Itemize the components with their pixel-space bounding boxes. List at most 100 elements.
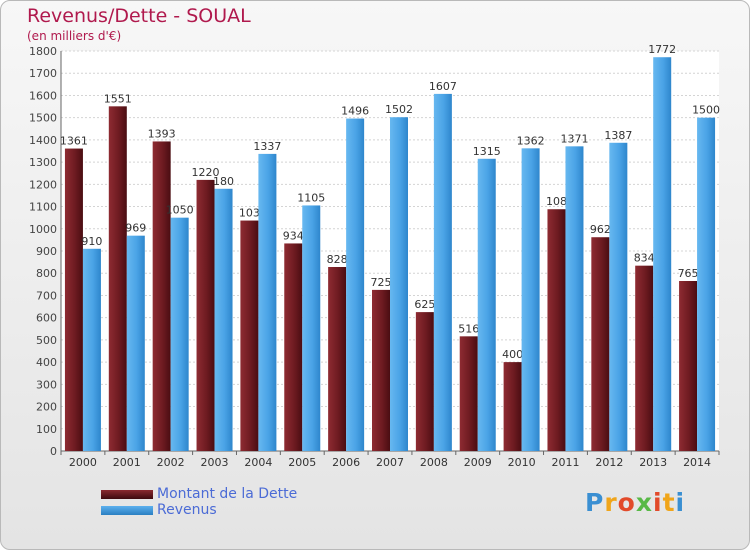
bar-dette — [503, 362, 522, 451]
y-tick-label: 1600 — [29, 89, 57, 102]
bar-revenus — [521, 148, 540, 452]
x-tick-label: 2006 — [332, 456, 360, 469]
data-label-dette: 400 — [502, 348, 523, 361]
bar-dette — [284, 243, 303, 451]
x-tick-label: 2009 — [464, 456, 492, 469]
bar-dette — [635, 265, 654, 451]
bar-revenus — [697, 117, 716, 452]
x-tick-label: 2011 — [551, 456, 579, 469]
bar-revenus — [126, 235, 145, 451]
bar-revenus — [214, 188, 233, 451]
data-label-dette: 625 — [414, 298, 435, 311]
x-tick-label: 2004 — [244, 456, 272, 469]
bar-revenus — [565, 146, 584, 452]
data-label-revenus: 1050 — [166, 204, 194, 217]
y-tick-label: 800 — [36, 267, 57, 280]
data-label-revenus: 1362 — [517, 134, 545, 147]
data-label-revenus: 1607 — [429, 80, 457, 93]
data-label-revenus: 1496 — [341, 105, 369, 118]
data-label-dette: 1361 — [60, 135, 88, 148]
x-tick-label: 2001 — [113, 456, 141, 469]
y-tick-label: 200 — [36, 401, 57, 414]
bar-dette — [591, 237, 610, 451]
x-tick-label: 2012 — [595, 456, 623, 469]
bar-revenus — [477, 158, 496, 451]
y-tick-label: 1800 — [29, 45, 57, 58]
bar-revenus — [433, 93, 452, 451]
data-label-dette: 725 — [371, 276, 392, 289]
bar-dette — [547, 209, 566, 451]
proxiti-logo: Proxiti — [585, 488, 686, 517]
y-tick-label: 1700 — [29, 67, 57, 80]
chart-subtitle: (en milliers d'€) — [27, 29, 122, 43]
y-tick-label: 100 — [36, 423, 57, 436]
y-tick-label: 300 — [36, 378, 57, 391]
data-label-revenus: 910 — [81, 235, 102, 248]
data-label-dette: 765 — [678, 267, 699, 280]
bar-dette — [328, 267, 347, 451]
bar-revenus — [609, 142, 628, 451]
y-tick-label: 700 — [36, 289, 57, 302]
data-label-revenus: 969 — [125, 222, 146, 235]
y-tick-label: 1300 — [29, 156, 57, 169]
bar-dette — [108, 106, 127, 451]
bar-dette — [372, 289, 390, 451]
data-label-revenus: 1371 — [560, 132, 588, 145]
data-label-revenus: 1387 — [604, 129, 632, 142]
data-label-revenus: 1502 — [385, 103, 413, 116]
bar-dette — [240, 220, 259, 451]
bar-dette — [415, 312, 434, 451]
data-label-revenus: 1105 — [297, 191, 325, 204]
chart-title: Revenus/Dette - SOUAL — [27, 5, 251, 27]
data-label-revenus: 1315 — [473, 145, 501, 158]
y-tick-label: 600 — [36, 312, 57, 325]
y-tick-label: 1400 — [29, 134, 57, 147]
y-tick-label: 1500 — [29, 112, 57, 125]
x-tick-label: 2007 — [376, 456, 404, 469]
data-label-dette: 834 — [634, 252, 655, 265]
x-tick-label: 2013 — [639, 456, 667, 469]
y-tick-label: 1200 — [29, 178, 57, 191]
data-label-dette: 1393 — [148, 127, 176, 140]
data-label-dette: 108 — [546, 195, 567, 208]
x-tick-label: 2008 — [420, 456, 448, 469]
data-label-dette: 1551 — [104, 92, 132, 105]
y-tick-label: 1000 — [29, 223, 57, 236]
y-tick-label: 0 — [50, 445, 57, 458]
data-label-revenus: 1500 — [692, 104, 720, 117]
bar-revenus — [653, 57, 672, 451]
x-tick-label: 2002 — [157, 456, 185, 469]
bar-revenus — [258, 153, 277, 451]
x-tick-label: 2010 — [508, 456, 536, 469]
legend-label-revenus: Revenus — [157, 502, 217, 518]
bar-dette — [196, 179, 215, 451]
bar-revenus — [346, 118, 365, 452]
x-tick-label: 2005 — [288, 456, 316, 469]
x-tick-label: 2000 — [69, 456, 97, 469]
legend-swatch-revenus — [101, 506, 153, 515]
x-tick-label: 2014 — [683, 456, 711, 469]
data-label-revenus: 180 — [213, 175, 234, 188]
data-label-revenus: 1337 — [253, 140, 281, 153]
bar-dette — [679, 281, 698, 451]
x-tick-label: 2003 — [201, 456, 229, 469]
data-label-dette: 828 — [327, 253, 348, 266]
y-tick-label: 900 — [36, 245, 57, 258]
data-label-dette: 934 — [283, 229, 304, 242]
data-label-dette: 516 — [458, 322, 479, 335]
legend-swatch-dette — [101, 490, 153, 499]
bar-dette — [459, 336, 478, 451]
bar-revenus — [302, 205, 321, 451]
legend-label-dette: Montant de la Dette — [157, 486, 298, 502]
data-label-dette: 962 — [590, 223, 611, 236]
y-tick-label: 400 — [36, 356, 57, 369]
bar-dette — [152, 141, 171, 451]
data-label-dette: 1220 — [192, 166, 220, 179]
y-tick-label: 500 — [36, 334, 57, 347]
bar-revenus — [82, 248, 101, 451]
y-tick-label: 1100 — [29, 201, 57, 214]
data-label-revenus: 1772 — [648, 43, 676, 56]
data-label-dette: 103 — [239, 207, 260, 220]
